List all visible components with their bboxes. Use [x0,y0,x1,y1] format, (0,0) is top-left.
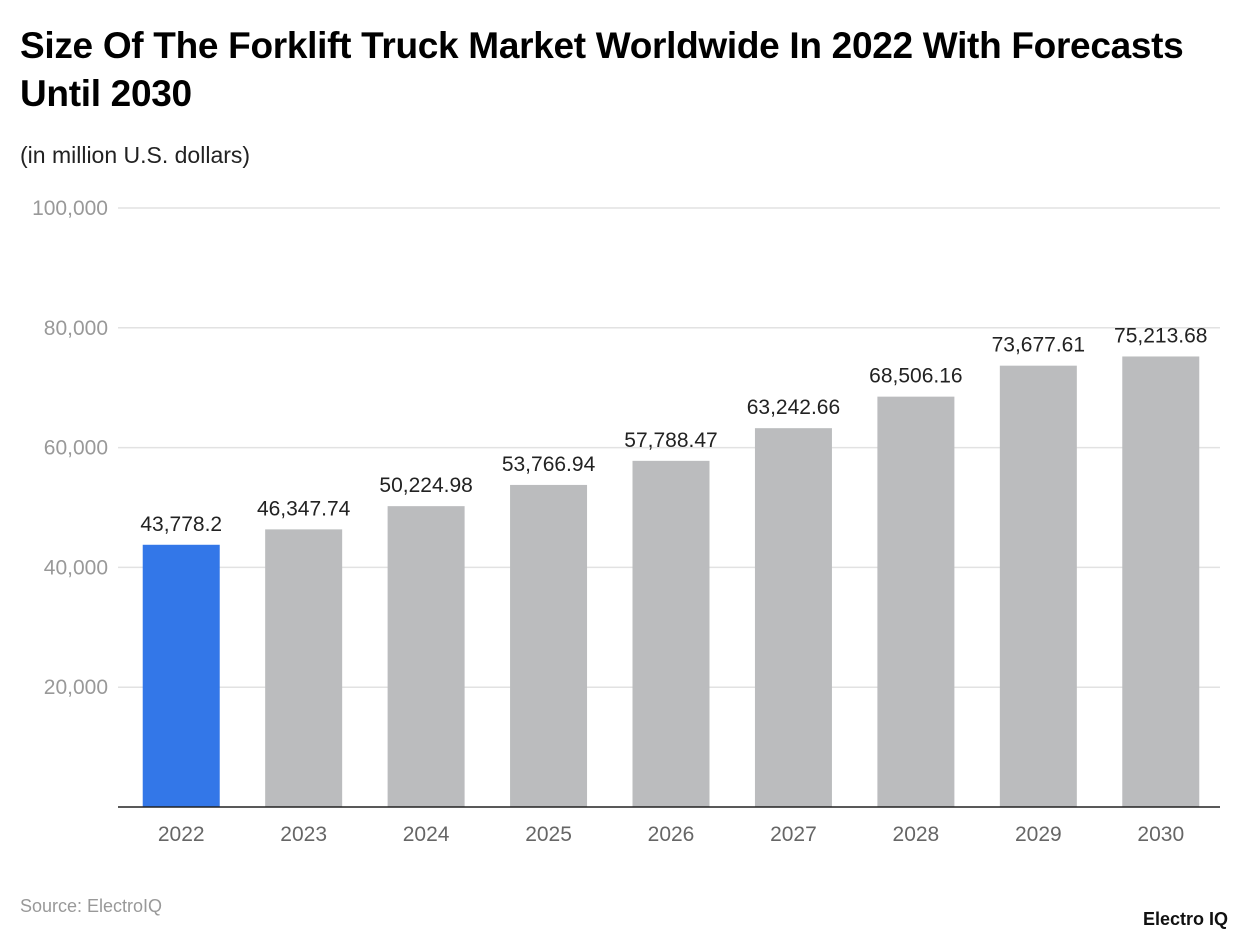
y-tick-label: 20,000 [44,676,108,699]
data-label: 68,506.16 [869,365,962,388]
bar-2026 [632,460,710,807]
bar-2023 [265,529,343,807]
data-label: 46,347.74 [257,497,351,520]
bar-2022 [142,544,220,807]
y-tick-label: 40,000 [44,556,108,579]
bar-2024 [387,506,465,807]
data-label: 50,224.98 [379,474,472,497]
chart-title: Size Of The Forklift Truck Market Worldw… [20,25,1184,114]
x-tick-label: 2023 [280,823,327,846]
bar-2028 [877,396,955,807]
x-tick-label: 2022 [158,823,205,846]
bar-2029 [999,365,1077,807]
data-label: 57,788.47 [624,429,717,452]
data-label: 63,242.66 [747,396,840,419]
data-label: 75,213.68 [1114,324,1207,347]
data-label: 53,766.94 [502,453,596,476]
chart-subtitle: (in million U.S. dollars) [20,142,251,168]
bar-2030 [1122,356,1200,807]
data-label: 73,677.61 [992,334,1085,357]
brand-logo: Electro IQ [1142,909,1228,929]
x-tick-label: 2027 [770,823,817,846]
y-tick-label: 100,000 [32,197,108,220]
data-label: 43,778.2 [140,513,222,536]
x-tick-label: 2029 [1015,823,1062,846]
x-tick-label: 2025 [525,823,572,846]
source-note: Source: ElectroIQ [20,896,163,916]
bar-2027 [754,428,832,807]
x-tick-label: 2024 [403,823,450,846]
x-tick-label: 2028 [893,823,940,846]
bar-2025 [510,484,588,807]
y-tick-label: 80,000 [44,317,108,340]
x-tick-label: 2030 [1137,823,1184,846]
y-tick-label: 60,000 [44,437,108,460]
x-tick-label: 2026 [648,823,695,846]
